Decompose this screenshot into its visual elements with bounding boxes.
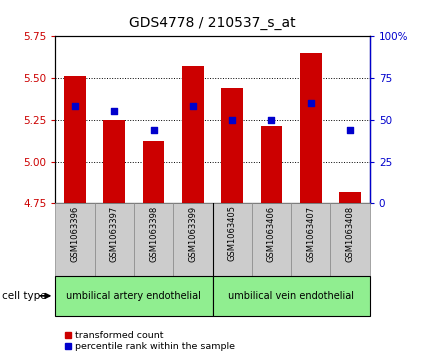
Bar [212, 203, 252, 276]
Point [150, 127, 157, 133]
Text: cell type: cell type [2, 291, 47, 301]
Bar [55, 203, 94, 276]
Bar [291, 203, 331, 276]
Bar [103, 120, 125, 203]
Point [307, 100, 314, 106]
Bar [173, 203, 212, 276]
Bar [64, 76, 86, 203]
Bar [221, 88, 243, 203]
Text: GSM1063408: GSM1063408 [346, 205, 354, 262]
Bar [252, 203, 291, 276]
Text: GSM1063396: GSM1063396 [71, 205, 79, 262]
Point [229, 117, 235, 123]
Bar [182, 66, 204, 203]
Text: GDS4778 / 210537_s_at: GDS4778 / 210537_s_at [129, 16, 296, 30]
Bar [55, 276, 212, 316]
Text: GSM1063407: GSM1063407 [306, 205, 315, 262]
Bar [143, 142, 164, 203]
Legend: transformed count, percentile rank within the sample: transformed count, percentile rank withi… [60, 327, 239, 355]
Bar [94, 203, 134, 276]
Bar [331, 203, 370, 276]
Text: GSM1063399: GSM1063399 [188, 205, 197, 262]
Bar [212, 276, 370, 316]
Point [190, 103, 196, 109]
Text: umbilical vein endothelial: umbilical vein endothelial [228, 291, 354, 301]
Bar [300, 53, 322, 203]
Bar [339, 192, 361, 203]
Point [268, 117, 275, 123]
Text: GSM1063405: GSM1063405 [228, 205, 237, 261]
Text: GSM1063406: GSM1063406 [267, 205, 276, 262]
Text: umbilical artery endothelial: umbilical artery endothelial [66, 291, 201, 301]
Point [111, 109, 118, 114]
Text: GSM1063398: GSM1063398 [149, 205, 158, 262]
Bar [134, 203, 173, 276]
Text: GSM1063397: GSM1063397 [110, 205, 119, 262]
Point [347, 127, 354, 133]
Point [71, 103, 78, 109]
Bar [261, 126, 282, 203]
